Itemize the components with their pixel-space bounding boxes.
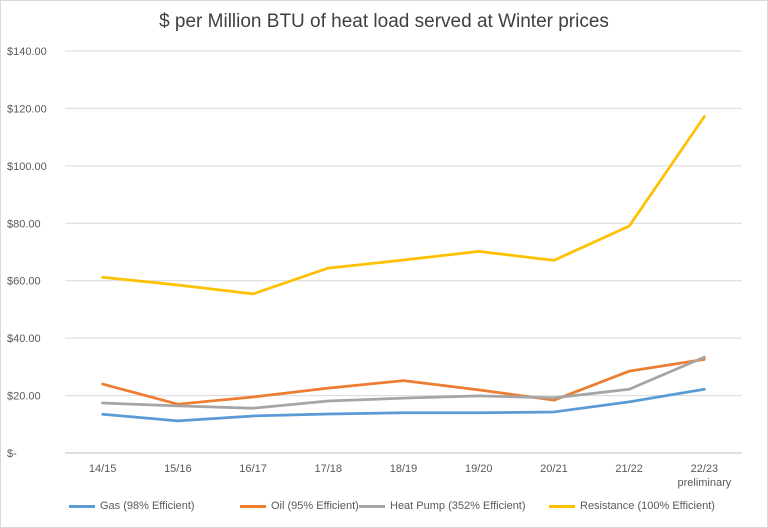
- y-tick-label: $40.00: [7, 333, 41, 345]
- chart-title: $ per Million BTU of heat load served at…: [159, 11, 609, 32]
- y-tick-label: $140.00: [7, 46, 47, 58]
- y-tick-label: $20.00: [7, 391, 41, 403]
- legend-swatch: [549, 504, 575, 508]
- series-line-heat: [101, 355, 706, 410]
- x-tick-label: 17/18: [315, 463, 343, 475]
- x-tick-label: 20/21: [540, 463, 568, 475]
- legend-swatch: [359, 504, 385, 508]
- legend-swatch: [240, 504, 266, 508]
- legend-swatch: [69, 504, 95, 508]
- legend-label: Oil (95% Efficient): [271, 500, 359, 512]
- x-tick-label: 19/20: [465, 463, 493, 475]
- series-line-gas: [101, 387, 706, 423]
- series-line-resistance: [101, 115, 706, 296]
- y-tick-label: $120.00: [7, 103, 47, 115]
- x-tick-label: 18/19: [390, 463, 418, 475]
- legend-item: Resistance (100% Efficient): [549, 500, 715, 512]
- legend-item: Heat Pump (352% Efficient): [359, 500, 526, 512]
- x-tick-label: 21/22: [615, 463, 643, 475]
- y-tick-label: $80.00: [7, 218, 41, 230]
- y-tick-label: $60.00: [7, 276, 41, 288]
- legend: Gas (98% Efficient) Oil (95% Efficient) He…: [1, 500, 767, 520]
- legend-item: Gas (98% Efficient): [69, 500, 195, 512]
- legend-item: Oil (95% Efficient): [240, 500, 359, 512]
- y-tick-label: $100.00: [7, 161, 47, 173]
- legend-label: Gas (98% Efficient): [100, 500, 195, 512]
- legend-label: Heat Pump (352% Efficient): [390, 500, 526, 512]
- x-tick-label: 15/16: [164, 463, 192, 475]
- series-line-oil: [101, 358, 706, 406]
- x-tick-label: 14/15: [89, 463, 117, 475]
- legend-label: Resistance (100% Efficient): [580, 500, 715, 512]
- y-tick-label: $-: [7, 448, 17, 460]
- plot-area: $- $20.00 $40.00 $60.00 $80.00 $100.00 $120.00…: [7, 46, 742, 489]
- x-tick-label: 16/17: [239, 463, 267, 475]
- x-tick-sublabel: preliminary: [677, 477, 731, 489]
- x-tick-label: 22/23: [691, 463, 719, 475]
